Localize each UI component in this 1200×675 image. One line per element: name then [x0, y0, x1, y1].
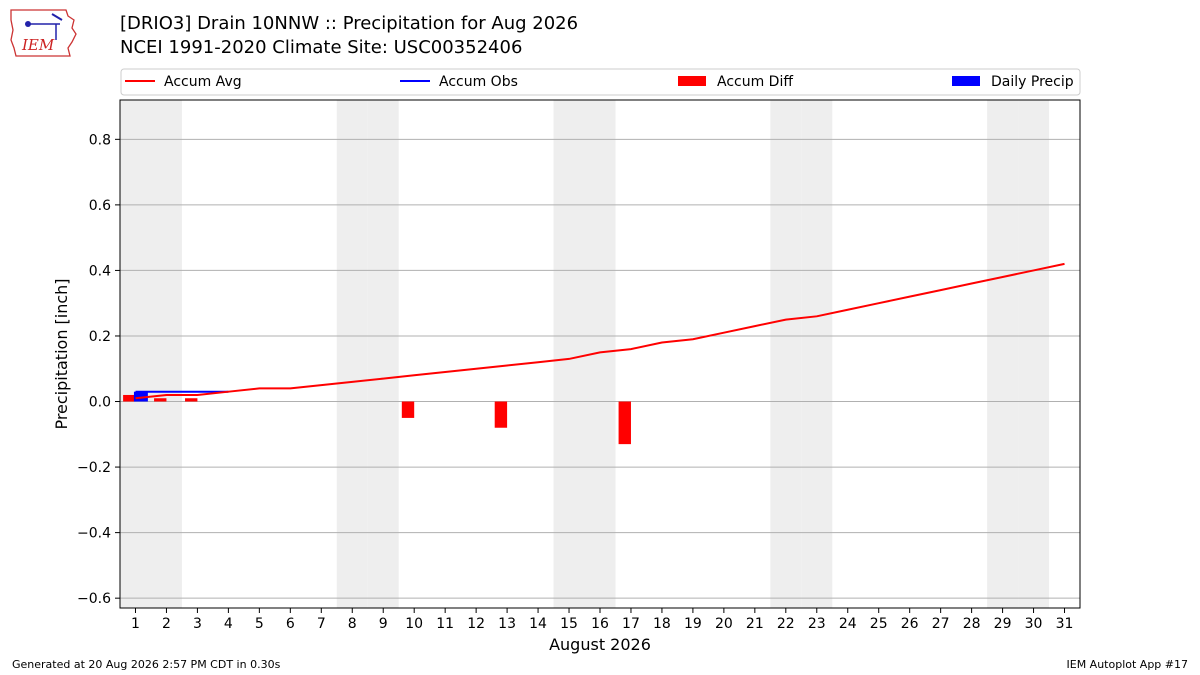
legend-swatch-accum_diff — [678, 76, 706, 86]
y-tick-label: 0.6 — [89, 198, 111, 214]
chart-title: [DRIO3] Drain 10NNW :: Precipitation for… — [120, 13, 579, 34]
accum-diff-bar — [618, 401, 631, 445]
x-tick-label: 25 — [870, 616, 888, 632]
weekend-band — [801, 100, 833, 608]
x-tick-label: 1 — [131, 616, 140, 632]
legend: Accum Avg Accum Obs Accum Diff Daily Precip — [120, 68, 1081, 96]
x-tick-label: 11 — [436, 616, 454, 632]
iem-logo: IEM — [10, 9, 77, 57]
y-tick-label: −0.4 — [77, 526, 111, 542]
y-tick-label: −0.6 — [77, 591, 111, 607]
weekend-band — [367, 100, 399, 608]
x-tick-label: 10 — [405, 616, 423, 632]
x-tick-label: 15 — [560, 616, 578, 632]
x-tick-label: 24 — [839, 616, 857, 632]
y-tick-label: −0.2 — [77, 460, 111, 476]
weekend-band — [336, 100, 368, 608]
weekend-band — [770, 100, 802, 608]
x-tick-label: 4 — [224, 616, 233, 632]
accum-diff-bar — [154, 398, 167, 402]
x-tick-label: 16 — [591, 616, 609, 632]
x-tick-label: 18 — [653, 616, 671, 632]
y-tick-label: 0.2 — [89, 329, 111, 345]
x-tick-label: 21 — [746, 616, 764, 632]
x-tick-label: 12 — [467, 616, 485, 632]
weekend-band — [553, 100, 585, 608]
x-tick-label: 2 — [162, 616, 171, 632]
x-axis-label: August 2026 — [549, 635, 651, 654]
accum-diff-bar — [494, 401, 508, 428]
legend-swatch-daily_precip — [952, 76, 980, 86]
legend-label-daily_precip: Daily Precip — [991, 74, 1074, 90]
app-credit: IEM Autoplot App #17 — [1066, 658, 1189, 671]
x-tick-label: 3 — [193, 616, 202, 632]
x-tick-label: 19 — [684, 616, 702, 632]
x-tick-label: 9 — [379, 616, 388, 632]
x-tick-label: 17 — [622, 616, 640, 632]
accum-diff-bar — [185, 398, 198, 402]
x-tick-label: 22 — [777, 616, 795, 632]
chart-subtitle: NCEI 1991-2020 Climate Site: USC00352406 — [120, 37, 523, 58]
legend-label-accum_obs: Accum Obs — [439, 74, 518, 90]
x-tick-label: 13 — [498, 616, 516, 632]
legend-box — [120, 68, 1081, 96]
legend-label-accum_avg: Accum Avg — [164, 74, 242, 90]
x-tick-label: 30 — [1025, 616, 1043, 632]
x-tick-label: 14 — [529, 616, 547, 632]
weekend-band — [150, 100, 182, 608]
x-tick-label: 8 — [348, 616, 357, 632]
x-tick-label: 28 — [963, 616, 981, 632]
y-axis-label: Precipitation [inch] — [52, 278, 71, 429]
x-tick-label: 6 — [286, 616, 295, 632]
x-tick-label: 7 — [317, 616, 326, 632]
x-tick-label: 20 — [715, 616, 733, 632]
accum-avg-line — [135, 262, 1065, 400]
weekend-band — [1018, 100, 1050, 608]
y-tick-label: 0.8 — [89, 132, 111, 148]
x-tick-label: 29 — [994, 616, 1012, 632]
weekend-band — [120, 100, 151, 608]
x-tick-label: 23 — [808, 616, 826, 632]
generated-timestamp: Generated at 20 Aug 2026 2:57 PM CDT in … — [12, 658, 281, 671]
x-tick-label: 31 — [1056, 616, 1074, 632]
x-tick-label: 27 — [932, 616, 950, 632]
weekend-band — [987, 100, 1019, 608]
x-tick-label: 5 — [255, 616, 264, 632]
accum-diff-bar — [123, 394, 136, 402]
y-tick-label: 0.4 — [89, 263, 111, 279]
y-tick-label: 0.0 — [89, 395, 111, 411]
logo-text: IEM — [21, 36, 55, 54]
daily-precip-bar — [133, 391, 148, 402]
legend-label-accum_diff: Accum Diff — [717, 74, 793, 90]
accum-diff-bar — [401, 401, 415, 418]
x-tick-label: 26 — [901, 616, 919, 632]
